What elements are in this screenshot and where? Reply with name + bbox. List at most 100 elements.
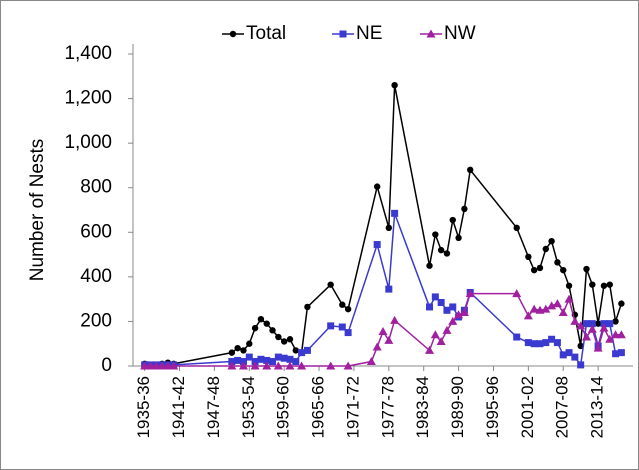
- point: [558, 308, 568, 317]
- point: [227, 361, 237, 370]
- point: [448, 316, 458, 325]
- x-tick-label: 2007-08: [553, 376, 572, 438]
- point: [234, 356, 242, 364]
- point: [269, 327, 276, 334]
- point: [547, 301, 557, 310]
- point: [455, 234, 462, 242]
- legend-marker: [426, 29, 436, 38]
- point: [426, 262, 433, 269]
- point: [431, 293, 439, 301]
- point: [618, 300, 625, 307]
- point: [589, 281, 596, 288]
- point: [275, 333, 282, 341]
- point: [443, 250, 451, 257]
- point: [513, 333, 521, 341]
- point: [338, 323, 346, 331]
- point: [436, 336, 446, 345]
- point: [238, 361, 248, 370]
- point: [559, 351, 567, 359]
- point: [437, 246, 445, 254]
- point: [292, 347, 299, 354]
- y-tick-label: 600: [80, 221, 112, 242]
- point: [425, 345, 435, 354]
- point: [373, 183, 381, 190]
- point: [432, 231, 439, 238]
- point: [512, 289, 522, 298]
- point: [542, 245, 549, 253]
- point: [391, 209, 399, 217]
- point: [459, 308, 469, 317]
- point: [297, 361, 307, 370]
- point: [385, 285, 393, 293]
- point: [263, 356, 271, 364]
- x-tick-label: 1947-48: [204, 376, 223, 438]
- point: [343, 361, 353, 370]
- point: [327, 322, 335, 330]
- x-tick-label: 1935-36: [134, 376, 153, 438]
- point: [587, 324, 597, 333]
- point: [530, 266, 538, 274]
- point: [384, 335, 394, 344]
- point: [157, 361, 167, 370]
- point: [541, 304, 551, 313]
- y-tick-label: 200: [80, 310, 112, 331]
- point: [611, 330, 621, 339]
- y-tick-label: 800: [80, 177, 112, 198]
- point: [280, 354, 288, 362]
- legend-label: NE: [356, 23, 382, 44]
- y-tick-label: 1,200: [64, 88, 112, 109]
- x-tick-label: 1995-96: [483, 376, 502, 438]
- x-tick-label: 1983-84: [413, 376, 432, 438]
- x-tick-label: 1941-42: [169, 376, 188, 438]
- point: [443, 306, 451, 314]
- x-tick-label: 1989-90: [448, 376, 467, 438]
- point: [286, 355, 294, 363]
- point: [617, 349, 625, 357]
- y-tick-label: 1,400: [64, 43, 112, 64]
- point: [530, 340, 538, 348]
- point: [234, 344, 241, 352]
- point: [583, 265, 590, 273]
- point: [454, 310, 464, 319]
- point: [553, 339, 561, 347]
- x-tick-label: 1971-72: [343, 376, 362, 438]
- point: [292, 358, 300, 366]
- point: [467, 166, 474, 174]
- point: [426, 303, 434, 311]
- point: [391, 82, 398, 89]
- point: [536, 340, 544, 348]
- point: [145, 361, 155, 370]
- point: [599, 323, 609, 332]
- point: [612, 318, 619, 325]
- point: [430, 330, 440, 339]
- point: [303, 346, 311, 354]
- point: [257, 355, 265, 363]
- point: [577, 361, 585, 369]
- point: [600, 282, 608, 289]
- point: [560, 266, 567, 274]
- point: [326, 361, 336, 370]
- point: [525, 253, 532, 260]
- point: [588, 320, 596, 328]
- point: [616, 330, 626, 339]
- point: [437, 298, 445, 306]
- point: [542, 339, 550, 347]
- point: [250, 361, 260, 370]
- point: [571, 353, 579, 361]
- point: [442, 325, 452, 334]
- point: [606, 320, 614, 328]
- point: [298, 349, 306, 357]
- point: [372, 342, 382, 351]
- point: [245, 353, 253, 361]
- x-tick-label: 1959-60: [274, 376, 293, 438]
- point: [593, 343, 603, 352]
- point: [339, 301, 346, 308]
- point: [536, 264, 544, 272]
- point: [529, 304, 539, 313]
- point: [552, 299, 562, 308]
- y-axis-label: Number of Nests: [27, 139, 48, 282]
- point: [582, 320, 590, 328]
- point: [594, 320, 602, 327]
- point: [285, 361, 295, 370]
